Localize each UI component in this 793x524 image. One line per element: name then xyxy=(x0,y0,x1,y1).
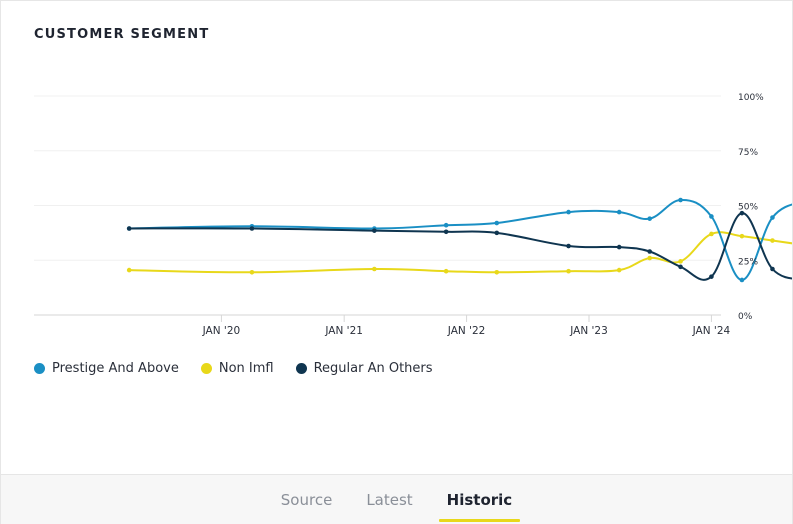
data-point-non-imfl xyxy=(709,231,714,237)
legend-dot-prestige xyxy=(34,363,45,374)
x-tick-label: JAN '23 xyxy=(569,325,608,337)
data-point-prestige xyxy=(494,220,500,226)
data-point-regular xyxy=(443,229,449,235)
data-point-non-imfl xyxy=(678,259,683,264)
y-tick-label: 75% xyxy=(738,148,758,158)
data-point-regular xyxy=(126,226,132,231)
tab-source[interactable]: Source xyxy=(280,490,333,509)
legend-dot-regular xyxy=(295,363,307,374)
data-point-non-imfl xyxy=(616,267,622,273)
legend-label-prestige: Prestige And Above xyxy=(52,361,179,376)
legend-item-prestige[interactable]: Prestige And Above xyxy=(34,361,179,376)
x-tick-label: JAN '20 xyxy=(202,325,241,337)
legend-dot-non-imfl xyxy=(200,363,212,374)
legend-label-regular: Regular An Others xyxy=(313,361,433,376)
legend-label-non-imfl: Non Imfl xyxy=(218,361,274,376)
x-tick-label: JAN '21 xyxy=(324,325,363,337)
series-line-regular xyxy=(128,212,792,281)
data-point-prestige xyxy=(566,209,571,215)
data-point-prestige xyxy=(770,215,775,220)
data-point-non-imfl xyxy=(566,268,571,274)
chart-title: CUSTOMER SEGMENT xyxy=(34,27,210,42)
legend-item-non-imfl[interactable]: Non Imfl xyxy=(200,361,274,376)
label-layer: 100% 75% 50% 25% 0% JAN '20 JAN '21 JAN '22 JAN … xyxy=(202,93,765,337)
data-point-regular xyxy=(372,228,377,233)
data-point-prestige xyxy=(647,216,653,221)
y-tick-label: 0% xyxy=(738,312,753,322)
data-point-prestige xyxy=(709,214,714,219)
series-line-non-imfl xyxy=(128,231,792,274)
data-point-regular xyxy=(494,230,500,236)
series-layer xyxy=(126,197,792,283)
data-point-non-imfl xyxy=(647,255,653,261)
data-point-regular xyxy=(770,266,775,272)
y-tick-label: 100% xyxy=(738,93,764,103)
tab-latest[interactable]: Latest xyxy=(366,490,413,509)
y-tick-label: 50% xyxy=(738,203,758,213)
data-point-regular xyxy=(647,249,653,254)
footer-tab-bar: Source Latest Historic xyxy=(1,474,792,524)
chart-legend: Prestige And Above Non Imfl Regular An O… xyxy=(34,361,433,376)
data-point-regular xyxy=(739,210,745,216)
data-point-regular xyxy=(249,226,255,231)
data-point-prestige xyxy=(678,197,683,203)
data-point-non-imfl xyxy=(372,266,377,272)
legend-item-regular[interactable]: Regular An Others xyxy=(295,361,433,376)
data-point-regular xyxy=(709,274,714,279)
data-point-prestige xyxy=(443,222,449,228)
data-point-non-imfl xyxy=(739,233,745,239)
grid-layer xyxy=(34,95,721,322)
y-tick-label: 25% xyxy=(738,257,758,267)
data-point-non-imfl xyxy=(494,269,500,275)
line-chart: 100% 75% 50% 25% 0% JAN '20 JAN '21 JAN '22 JAN … xyxy=(34,93,792,337)
tab-list: Source Latest Historic xyxy=(1,475,792,524)
data-point-regular xyxy=(678,264,683,270)
x-tick-label: JAN '24 xyxy=(692,325,731,337)
data-point-regular xyxy=(616,244,622,250)
series-line-prestige xyxy=(128,199,792,281)
data-point-non-imfl xyxy=(126,267,132,273)
data-point-prestige xyxy=(739,277,745,283)
data-point-regular xyxy=(566,243,571,249)
data-point-non-imfl xyxy=(770,238,775,243)
data-point-non-imfl xyxy=(443,268,449,274)
tab-historic[interactable]: Historic xyxy=(438,491,520,522)
x-tick-label: JAN '22 xyxy=(447,325,486,337)
data-point-non-imfl xyxy=(249,269,255,275)
data-point-prestige xyxy=(616,209,622,215)
